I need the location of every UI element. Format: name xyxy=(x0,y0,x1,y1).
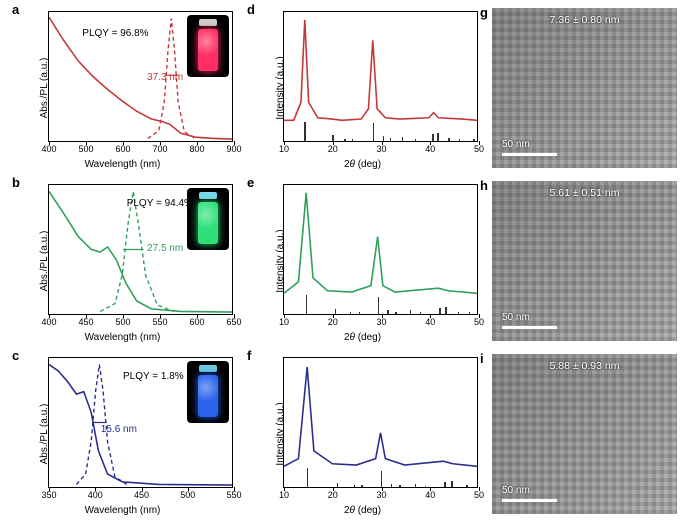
plot-area: 1020304050 xyxy=(283,11,478,142)
scalebar xyxy=(502,326,557,329)
xtick-label: 400 xyxy=(41,144,56,154)
plot-area: 1020304050 xyxy=(283,184,478,315)
plot-area: 400450500550600650PLQY = 94.4%27.5 nm xyxy=(48,184,233,315)
xtick-label: 500 xyxy=(115,317,130,327)
vial-body xyxy=(198,375,218,417)
xtick-label: 900 xyxy=(226,144,241,154)
panel-letter: h xyxy=(480,178,488,193)
x-axis-label: 2θ (deg) xyxy=(344,332,381,343)
vial-cap xyxy=(199,19,217,26)
xrd-curve xyxy=(284,358,477,487)
xtick-label: 20 xyxy=(328,144,338,154)
xtick-label: 20 xyxy=(328,317,338,327)
xtick-label: 10 xyxy=(279,490,289,500)
x-axis-label: Wavelength (nm) xyxy=(85,505,161,516)
x-axis-label: 2θ (deg) xyxy=(344,159,381,170)
plqy-label: PLQY = 1.8% xyxy=(123,371,184,382)
scalebar xyxy=(502,153,557,156)
xtick-label: 40 xyxy=(425,317,435,327)
fwhm-label: 37.3 nm xyxy=(147,72,183,83)
panel-e: eIntensity (a.u.)2θ (deg)1020304050 xyxy=(245,178,480,343)
panel-letter: a xyxy=(12,2,19,17)
panel-i: i5.88 ± 0.93 nm50 nm xyxy=(492,354,677,514)
vial-cap xyxy=(199,192,217,199)
xtick-label: 400 xyxy=(88,490,103,500)
vial-cap xyxy=(199,365,217,372)
xtick-label: 500 xyxy=(78,144,93,154)
xrd-curve xyxy=(284,185,477,314)
panel-letter: b xyxy=(12,175,20,190)
plot-area: 1020304050 xyxy=(283,357,478,488)
plqy-label: PLQY = 96.8% xyxy=(82,28,148,39)
xtick-label: 500 xyxy=(180,490,195,500)
vial-photo xyxy=(187,188,229,250)
xtick-label: 600 xyxy=(115,144,130,154)
panel-d: dIntensity (a.u.)2θ (deg)1020304050 xyxy=(245,5,480,170)
xtick-label: 40 xyxy=(425,144,435,154)
panel-letter: e xyxy=(247,175,254,190)
fwhm-label: 27.5 nm xyxy=(147,243,183,254)
xtick-label: 30 xyxy=(376,490,386,500)
panel-f: fIntensity (a.u.)2θ (deg)1020304050 xyxy=(245,351,480,516)
xtick-label: 10 xyxy=(279,144,289,154)
panel-a: aAbs./PL (a.u.)Wavelength (nm)4005006007… xyxy=(10,5,235,170)
xtick-label: 30 xyxy=(376,144,386,154)
panel-g: g7.36 ± 0.80 nm50 nm xyxy=(492,8,677,168)
panel-letter: c xyxy=(12,348,19,363)
panel-letter: i xyxy=(480,351,484,366)
xtick-label: 650 xyxy=(226,317,241,327)
size-label: 5.88 ± 0.93 nm xyxy=(492,360,677,372)
xtick-label: 40 xyxy=(425,490,435,500)
scalebar xyxy=(502,499,557,502)
x-axis-label: Wavelength (nm) xyxy=(85,159,161,170)
panel-b: bAbs./PL (a.u.)Wavelength (nm)4004505005… xyxy=(10,178,235,343)
figure-root: aAbs./PL (a.u.)Wavelength (nm)4005006007… xyxy=(0,0,685,523)
vial-photo xyxy=(187,15,229,77)
fwhm-label: 15.6 nm xyxy=(101,424,137,435)
panel-letter: f xyxy=(247,348,251,363)
xtick-label: 50 xyxy=(474,490,484,500)
xtick-label: 10 xyxy=(279,317,289,327)
xtick-label: 700 xyxy=(152,144,167,154)
xrd-curve xyxy=(284,12,477,141)
x-axis-label: Wavelength (nm) xyxy=(85,332,161,343)
panel-h: h5.61 ± 0.51 nm50 nm xyxy=(492,181,677,341)
scalebar-label: 50 nm xyxy=(502,139,530,150)
panel-c: cAbs./PL (a.u.)Wavelength (nm)3504004505… xyxy=(10,351,235,516)
xtick-label: 50 xyxy=(474,317,484,327)
xtick-label: 50 xyxy=(474,144,484,154)
vial-photo xyxy=(187,361,229,423)
xtick-label: 20 xyxy=(328,490,338,500)
scalebar-label: 50 nm xyxy=(502,485,530,496)
vial-body xyxy=(198,202,218,244)
xtick-label: 450 xyxy=(134,490,149,500)
size-label: 7.36 ± 0.80 nm xyxy=(492,14,677,26)
xtick-label: 450 xyxy=(78,317,93,327)
plot-area: 400500600700800900PLQY = 96.8%37.3 nm xyxy=(48,11,233,142)
xtick-label: 550 xyxy=(152,317,167,327)
panel-letter: g xyxy=(480,5,488,20)
size-label: 5.61 ± 0.51 nm xyxy=(492,187,677,199)
panel-letter: d xyxy=(247,2,255,17)
xtick-label: 600 xyxy=(189,317,204,327)
vial-body xyxy=(198,29,218,71)
scalebar-label: 50 nm xyxy=(502,312,530,323)
xtick-label: 550 xyxy=(226,490,241,500)
plot-area: 350400450500550PLQY = 1.8%15.6 nm xyxy=(48,357,233,488)
xtick-label: 350 xyxy=(41,490,56,500)
xtick-label: 400 xyxy=(41,317,56,327)
xtick-label: 800 xyxy=(189,144,204,154)
xtick-label: 30 xyxy=(376,317,386,327)
plqy-label: PLQY = 94.4% xyxy=(127,198,193,209)
x-axis-label: 2θ (deg) xyxy=(344,505,381,516)
